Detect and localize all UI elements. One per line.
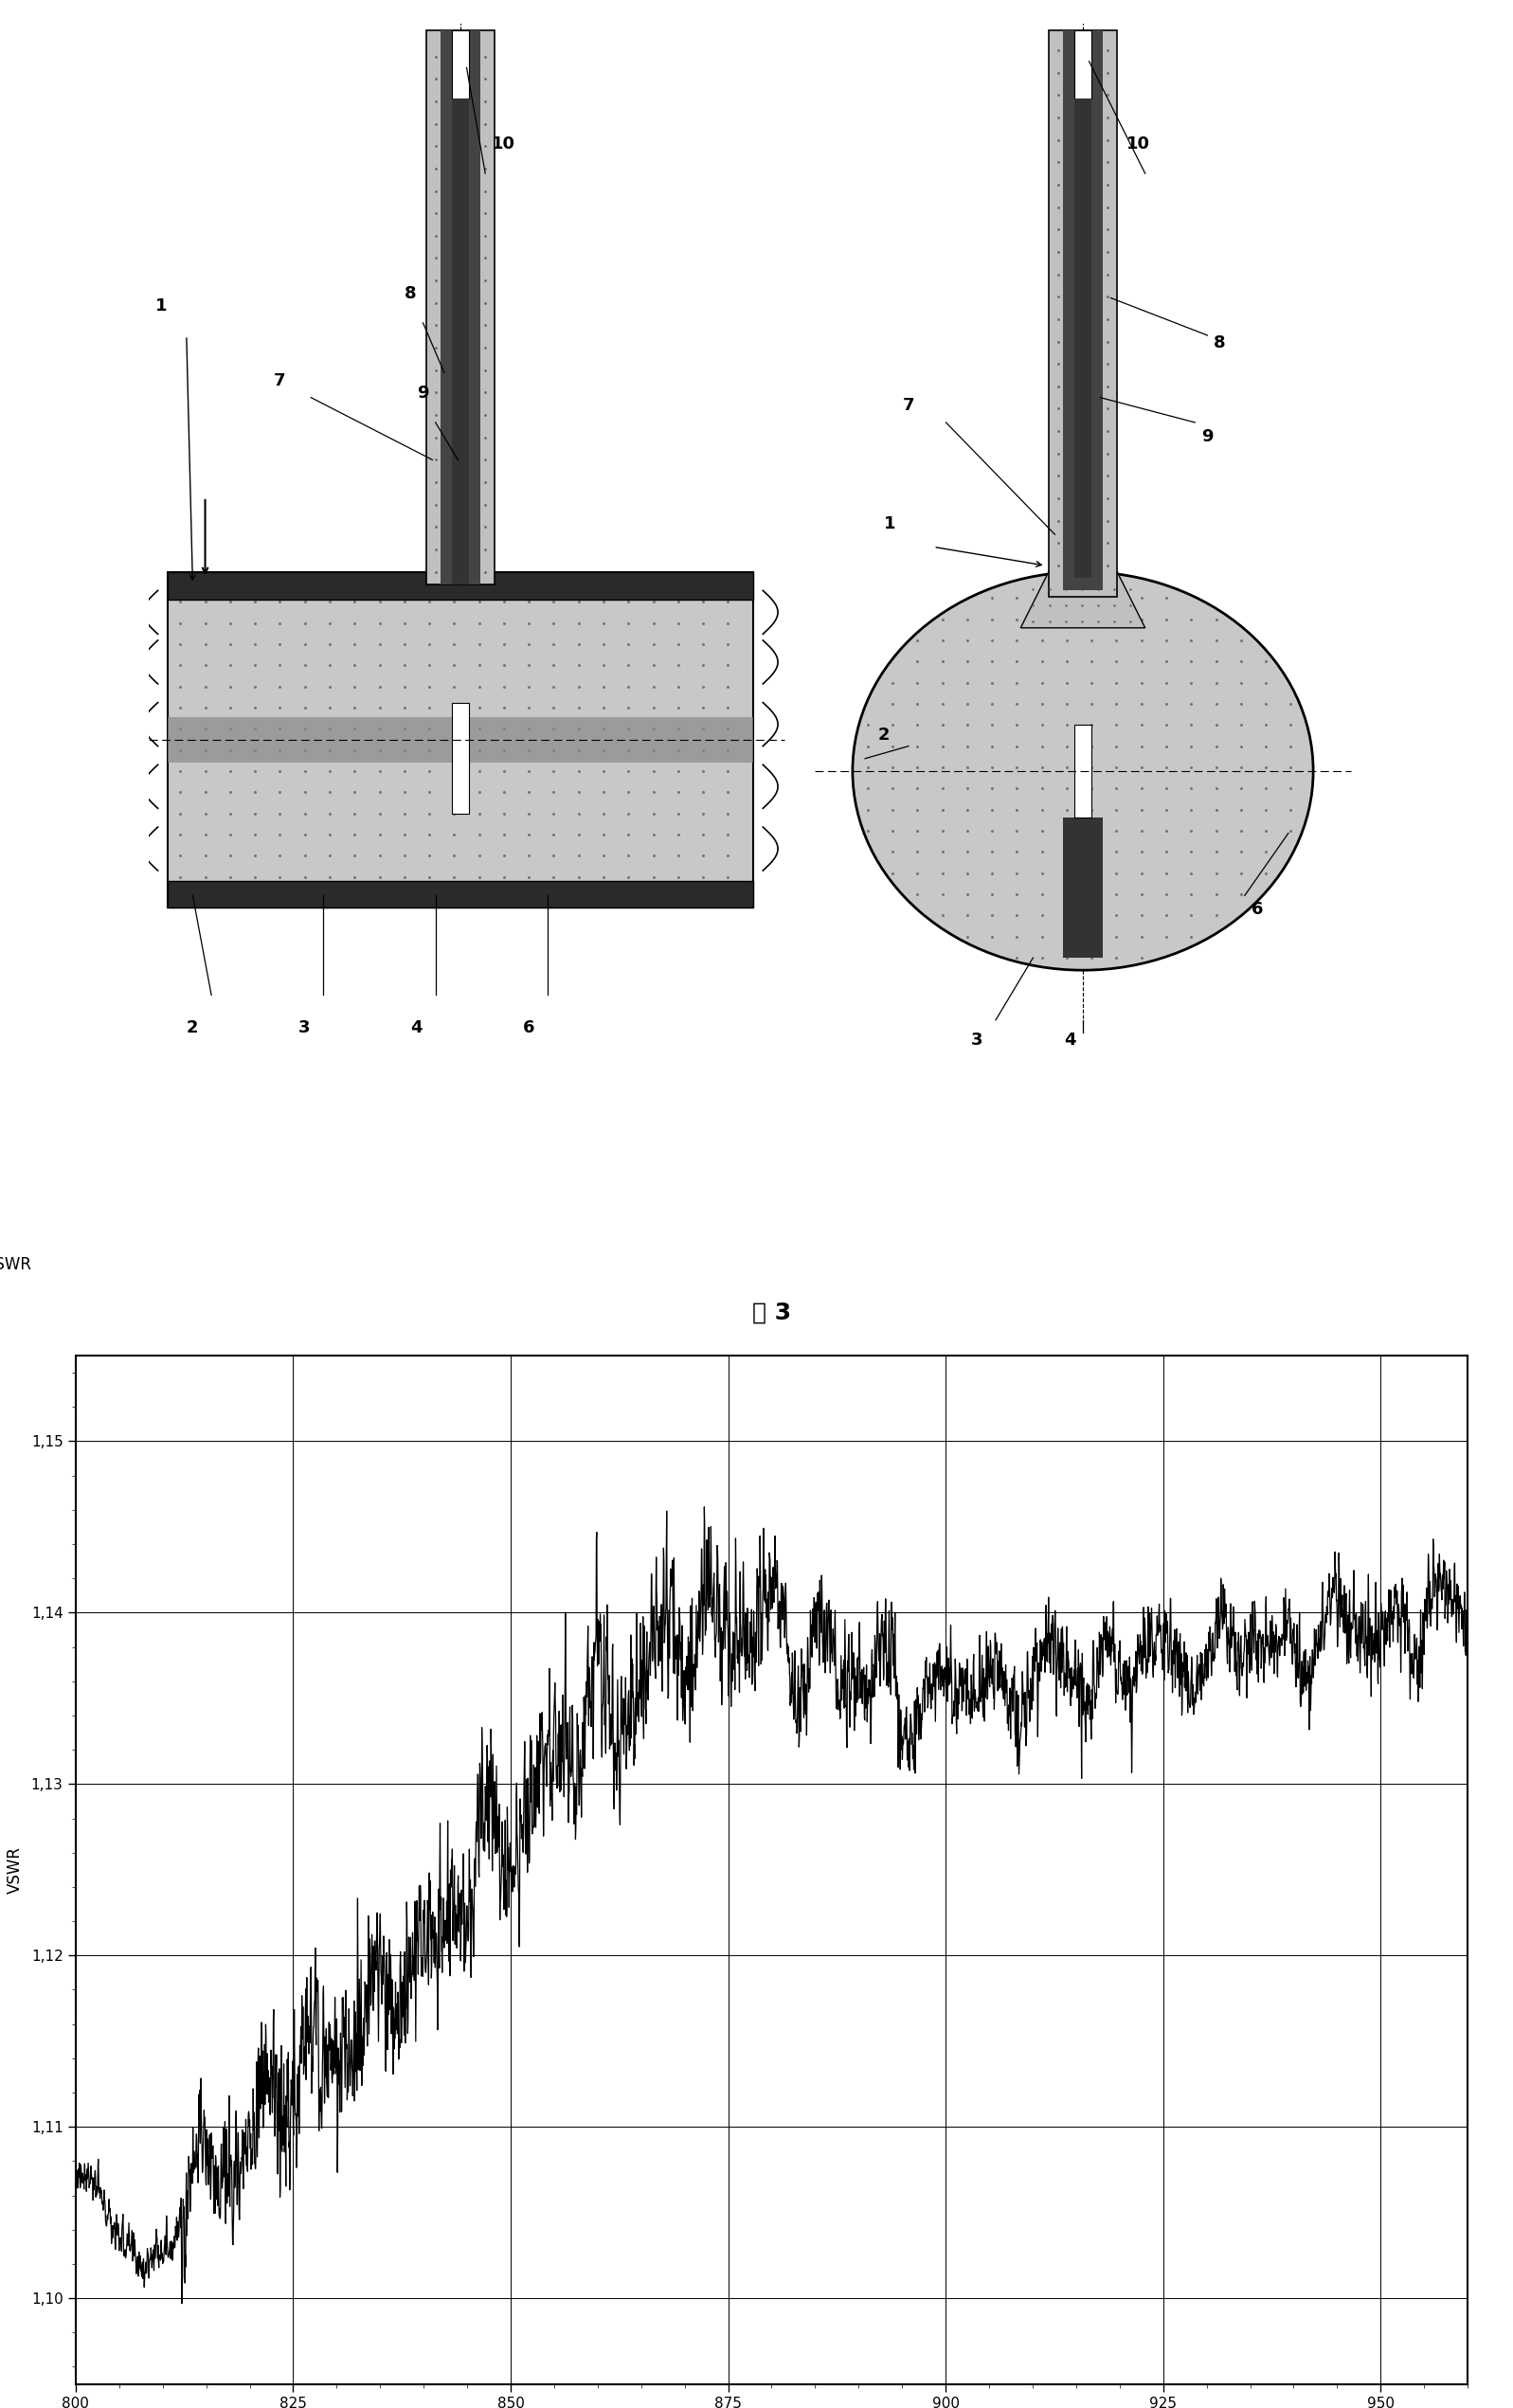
- Bar: [168, 571, 753, 908]
- Text: 10: 10: [1127, 135, 1150, 152]
- Bar: [452, 99, 469, 585]
- Text: 8: 8: [404, 284, 416, 301]
- Text: 2: 2: [878, 727, 890, 744]
- Bar: [452, 703, 469, 814]
- Ellipse shape: [852, 571, 1313, 970]
- Text: 7: 7: [902, 397, 914, 414]
- Bar: [168, 881, 753, 908]
- Text: VSWR: VSWR: [0, 1257, 33, 1274]
- Text: 2: 2: [186, 1019, 198, 1035]
- Bar: [168, 571, 753, 600]
- Text: 4: 4: [410, 1019, 422, 1035]
- Bar: [427, 31, 495, 585]
- Text: 4: 4: [1064, 1031, 1076, 1047]
- Text: 图 3: 图 3: [752, 1300, 791, 1324]
- Y-axis label: VSWR: VSWR: [6, 1847, 23, 1893]
- Text: 1: 1: [884, 515, 896, 532]
- Text: 9: 9: [416, 385, 428, 402]
- Text: 10: 10: [492, 135, 516, 152]
- Text: 6: 6: [1251, 901, 1263, 917]
- Text: 1: 1: [156, 296, 168, 313]
- Text: 8: 8: [1213, 335, 1226, 352]
- Bar: [168, 718, 753, 763]
- Bar: [1049, 31, 1117, 597]
- Bar: [1074, 725, 1091, 819]
- Polygon shape: [1021, 571, 1145, 628]
- Bar: [440, 31, 480, 585]
- Text: 7: 7: [274, 371, 286, 388]
- Bar: [1064, 819, 1103, 958]
- Text: 6: 6: [522, 1019, 534, 1035]
- Bar: [1074, 99, 1091, 578]
- Bar: [1064, 31, 1103, 590]
- Bar: [452, 31, 469, 99]
- Text: 3: 3: [971, 1031, 982, 1047]
- Bar: [1074, 31, 1091, 99]
- Text: 3: 3: [298, 1019, 310, 1035]
- Text: 9: 9: [1201, 429, 1213, 445]
